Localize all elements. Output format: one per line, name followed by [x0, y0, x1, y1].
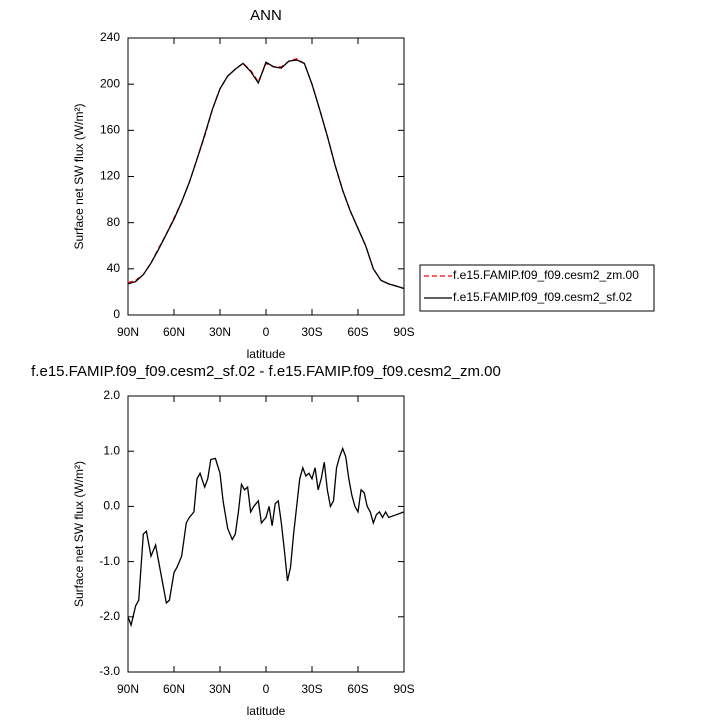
y-axis-label: Surface net SW flux (W/m²)	[72, 103, 86, 249]
x-tick-label: 30N	[209, 682, 231, 696]
chart-title: f.e15.FAMIP.f09_f09.cesm2_sf.02 - f.e15.…	[31, 363, 501, 380]
x-tick-label: 30S	[301, 325, 322, 339]
y-tick-label: 80	[107, 215, 121, 229]
x-tick-label: 60S	[347, 682, 368, 696]
legend-label: f.e15.FAMIP.f09_f09.cesm2_sf.02	[453, 290, 633, 304]
x-tick-label: 0	[263, 325, 270, 339]
legend-label: f.e15.FAMIP.f09_f09.cesm2_zm.00	[453, 268, 639, 282]
y-tick-label: 200	[100, 76, 120, 90]
x-tick-label: 30N	[209, 325, 231, 339]
y-tick-label: 0	[113, 307, 120, 321]
x-tick-label: 60N	[163, 325, 185, 339]
legend-frame	[419, 264, 655, 312]
y-tick-label: -1.0	[99, 554, 120, 568]
y-tick-label: 120	[100, 169, 120, 183]
y-tick-label: -3.0	[99, 664, 120, 678]
x-tick-label: 90N	[117, 325, 139, 339]
plot-frame	[127, 395, 405, 673]
plot-frame	[127, 37, 405, 316]
y-axis-label: Surface net SW flux (W/m²)	[72, 461, 86, 607]
y-tick-label: 40	[107, 261, 121, 275]
y-tick-label: 1.0	[103, 443, 120, 457]
x-tick-label: 90N	[117, 682, 139, 696]
data-line	[127, 446, 405, 628]
y-tick-label: 0.0	[103, 499, 120, 513]
x-tick-label: 0	[263, 682, 270, 696]
chart-title: ANN	[250, 7, 282, 24]
x-axis-label: latitude	[247, 704, 286, 718]
x-tick-label: 90S	[393, 325, 414, 339]
x-tick-label: 60N	[163, 682, 185, 696]
y-tick-label: 2.0	[103, 388, 120, 402]
data-line	[127, 58, 405, 290]
y-tick-label: 160	[100, 123, 120, 137]
x-axis-label: latitude	[247, 347, 286, 361]
x-tick-label: 90S	[393, 682, 414, 696]
x-tick-label: 30S	[301, 682, 322, 696]
y-tick-label: -2.0	[99, 609, 120, 623]
x-tick-label: 60S	[347, 325, 368, 339]
y-tick-label: 240	[100, 30, 120, 44]
data-line	[127, 59, 405, 290]
